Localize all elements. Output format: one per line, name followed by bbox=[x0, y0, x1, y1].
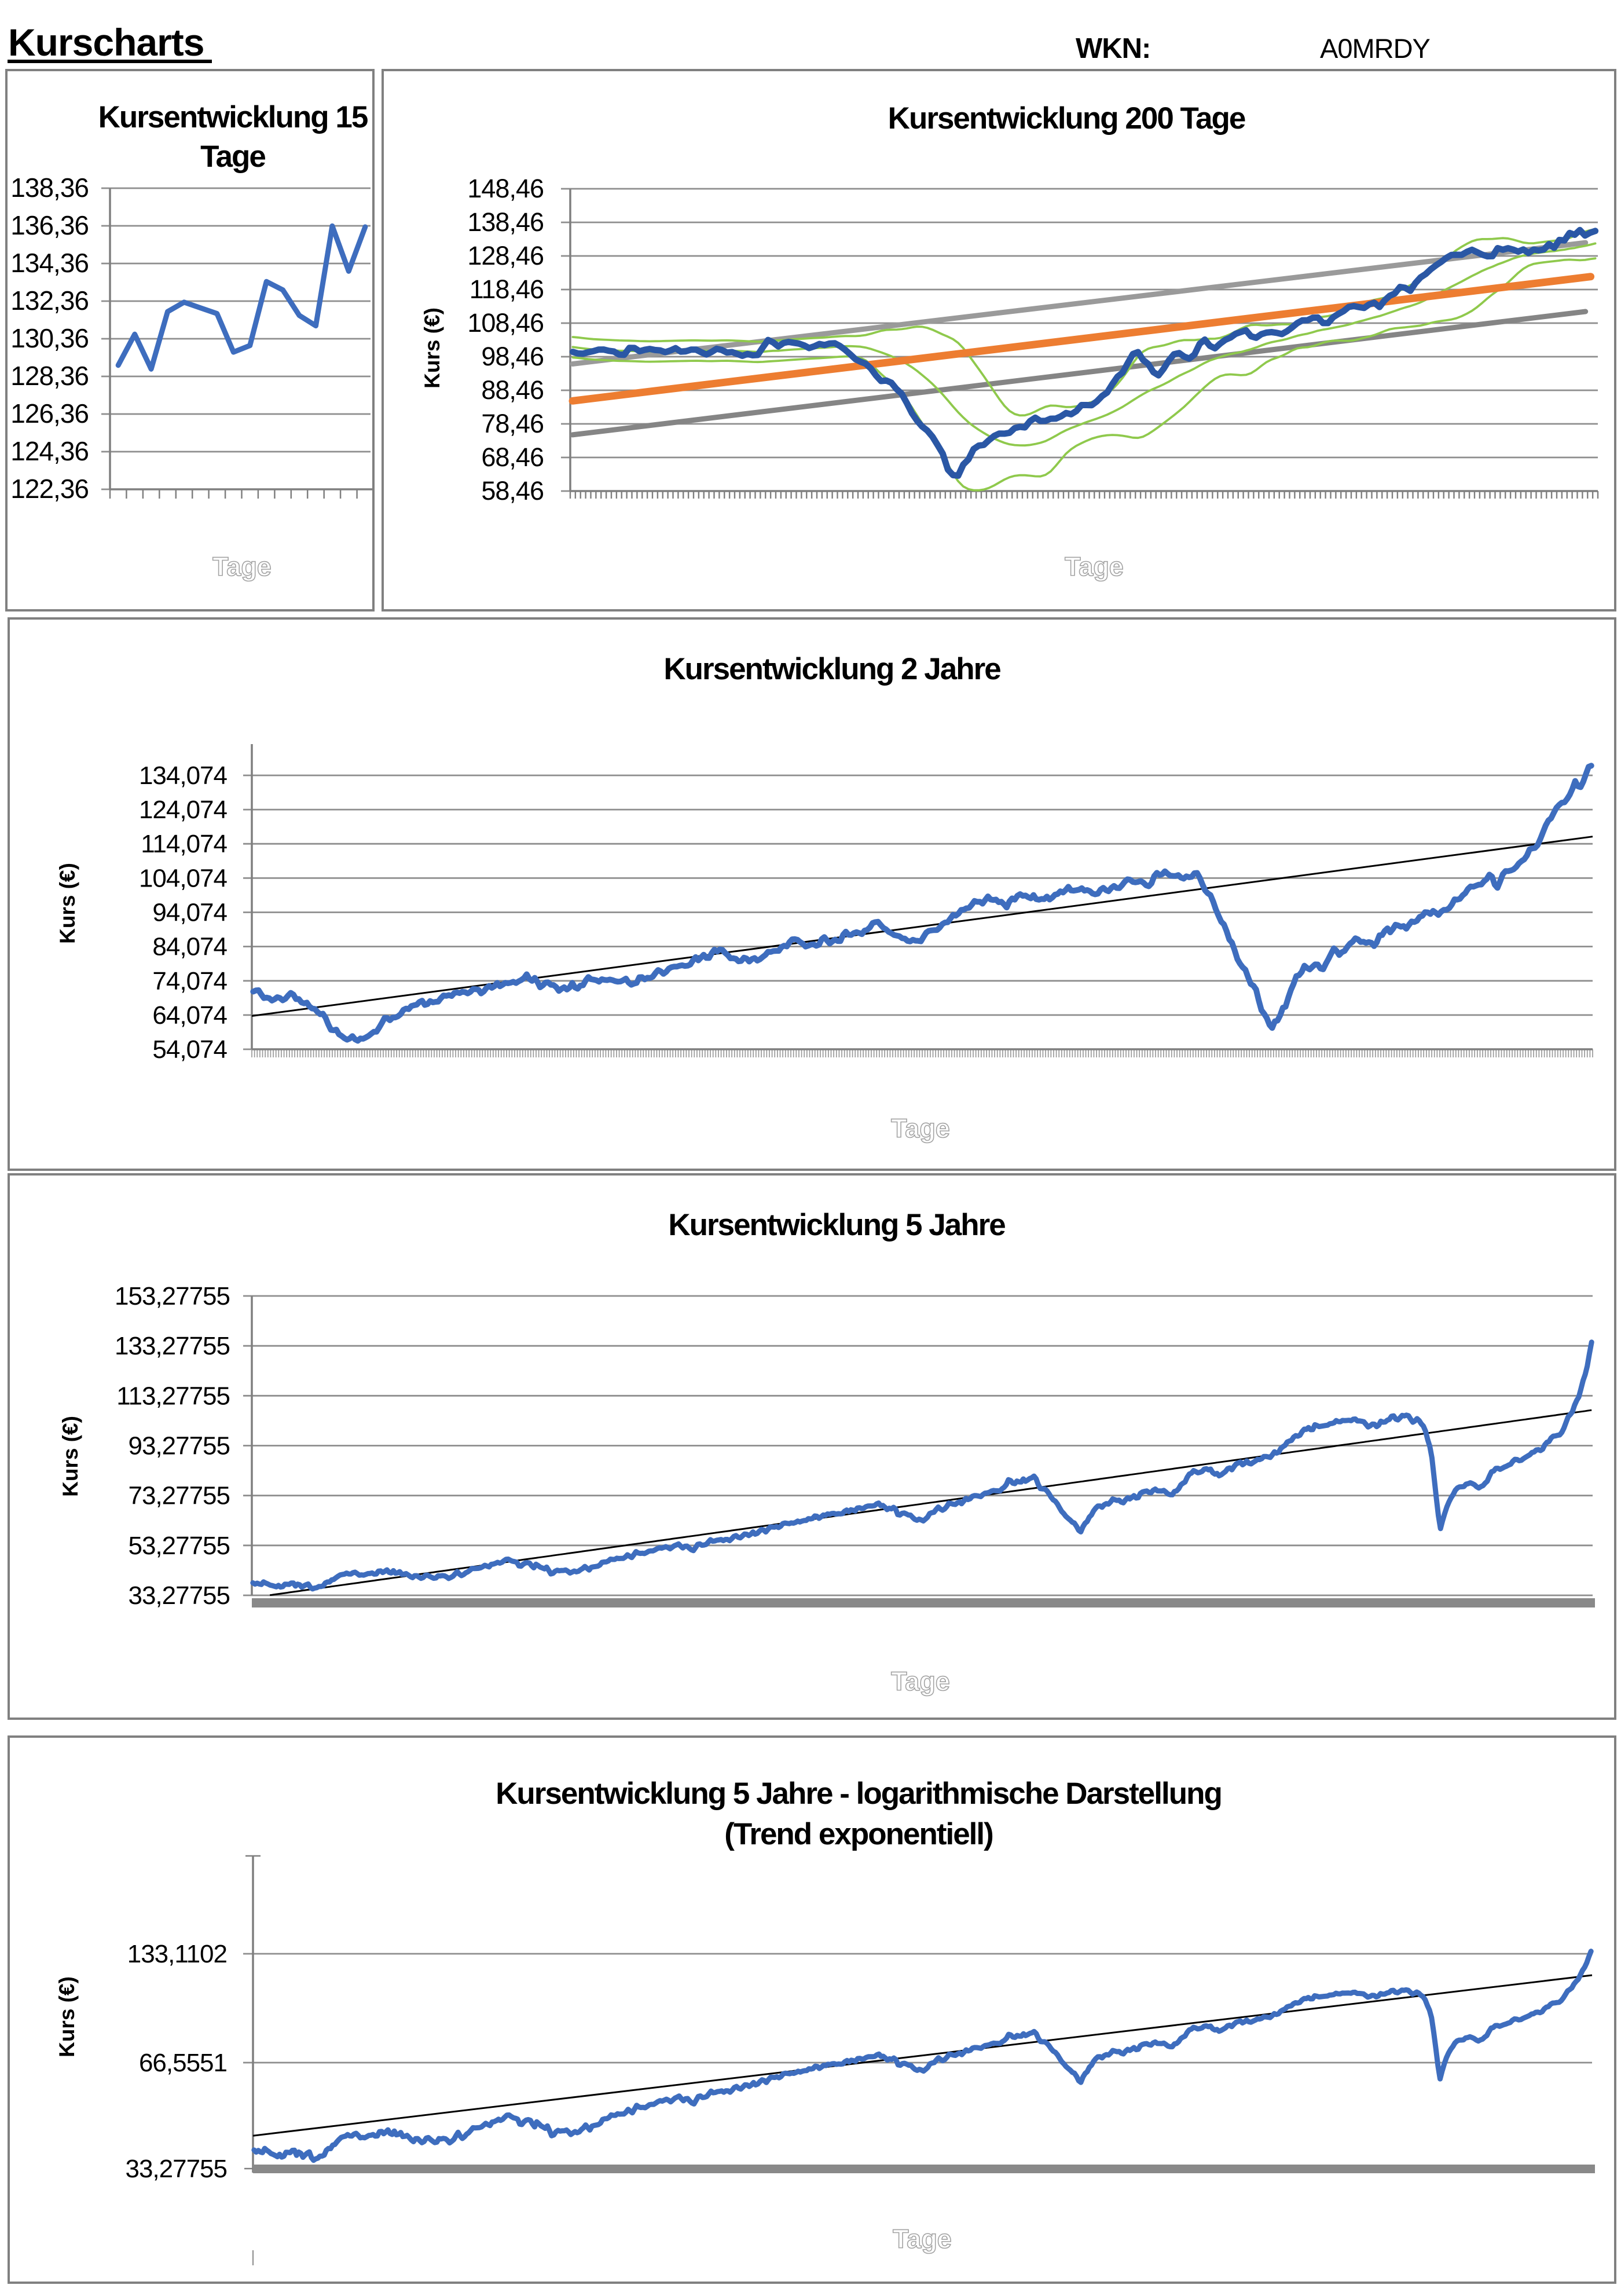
svg-text:Kursentwicklung 2 Jahre: Kursentwicklung 2 Jahre bbox=[663, 652, 1000, 686]
svg-text:33,27755: 33,27755 bbox=[128, 1581, 230, 1610]
svg-text:WKN:: WKN: bbox=[1076, 33, 1150, 64]
svg-text:132,36: 132,36 bbox=[10, 285, 89, 316]
svg-text:126,36: 126,36 bbox=[10, 398, 89, 429]
svg-text:108,46: 108,46 bbox=[467, 308, 544, 338]
svg-text:113,27755: 113,27755 bbox=[116, 1382, 230, 1410]
svg-text:Kurs (€): Kurs (€) bbox=[420, 307, 444, 389]
svg-text:136,36: 136,36 bbox=[10, 210, 89, 240]
svg-text:Kurscharts: Kurscharts bbox=[8, 21, 204, 64]
svg-text:104,074: 104,074 bbox=[139, 864, 228, 892]
svg-text:Kurs (€): Kurs (€) bbox=[56, 863, 79, 944]
svg-text:73,27755: 73,27755 bbox=[128, 1482, 230, 1510]
svg-text:Tage: Tage bbox=[212, 552, 272, 581]
svg-text:148,46: 148,46 bbox=[467, 174, 544, 203]
svg-text:Kursentwicklung 5 Jahre - loga: Kursentwicklung 5 Jahre - logarithmische… bbox=[496, 1777, 1222, 1811]
svg-text:114,074: 114,074 bbox=[141, 830, 227, 858]
svg-text:124,36: 124,36 bbox=[10, 436, 89, 466]
svg-text:153,27755: 153,27755 bbox=[115, 1282, 230, 1310]
svg-text:58,46: 58,46 bbox=[481, 476, 544, 506]
svg-text:98,46: 98,46 bbox=[481, 342, 544, 371]
svg-text:134,074: 134,074 bbox=[139, 761, 228, 790]
svg-text:94,074: 94,074 bbox=[152, 899, 227, 927]
svg-text:84,074: 84,074 bbox=[152, 933, 227, 961]
svg-text:Tage: Tage bbox=[893, 2224, 952, 2254]
svg-text:Kursentwicklung 200 Tage: Kursentwicklung 200 Tage bbox=[888, 101, 1245, 136]
svg-text:(Trend exponentiell): (Trend exponentiell) bbox=[724, 1817, 993, 1851]
svg-text:66,5551: 66,5551 bbox=[139, 2049, 227, 2077]
svg-text:138,36: 138,36 bbox=[10, 173, 89, 203]
svg-text:133,27755: 133,27755 bbox=[115, 1332, 230, 1360]
svg-text:74,074: 74,074 bbox=[152, 967, 227, 995]
svg-text:53,27755: 53,27755 bbox=[128, 1532, 230, 1560]
svg-text:128,36: 128,36 bbox=[10, 361, 89, 391]
svg-text:Tage: Tage bbox=[1065, 552, 1124, 581]
svg-text:88,46: 88,46 bbox=[481, 375, 544, 405]
svg-text:Kursentwicklung 15: Kursentwicklung 15 bbox=[98, 100, 368, 134]
svg-text:Kursentwicklung 5 Jahre: Kursentwicklung 5 Jahre bbox=[668, 1208, 1005, 1242]
svg-text:128,46: 128,46 bbox=[467, 241, 544, 270]
svg-text:134,36: 134,36 bbox=[10, 248, 89, 278]
svg-text:138,46: 138,46 bbox=[467, 207, 544, 237]
svg-text:54,074: 54,074 bbox=[152, 1035, 227, 1064]
svg-text:Tage: Tage bbox=[891, 1667, 950, 1696]
svg-text:133,1102: 133,1102 bbox=[127, 1940, 227, 1968]
svg-text:A0MRDY: A0MRDY bbox=[1320, 33, 1431, 64]
svg-text:64,074: 64,074 bbox=[152, 1001, 227, 1030]
svg-text:118,46: 118,46 bbox=[470, 274, 544, 304]
svg-text:Tage: Tage bbox=[891, 1114, 950, 1143]
svg-text:93,27755: 93,27755 bbox=[128, 1432, 230, 1460]
svg-text:78,46: 78,46 bbox=[481, 409, 544, 438]
svg-text:Kurs (€): Kurs (€) bbox=[58, 1416, 82, 1497]
svg-text:33,27755: 33,27755 bbox=[125, 2155, 227, 2183]
svg-text:130,36: 130,36 bbox=[10, 323, 89, 353]
svg-text:124,074: 124,074 bbox=[139, 796, 228, 824]
svg-text:Tage: Tage bbox=[200, 140, 265, 174]
svg-text:Kurs (€): Kurs (€) bbox=[55, 1976, 79, 2057]
svg-text:122,36: 122,36 bbox=[10, 474, 89, 504]
svg-text:68,46: 68,46 bbox=[481, 442, 544, 472]
